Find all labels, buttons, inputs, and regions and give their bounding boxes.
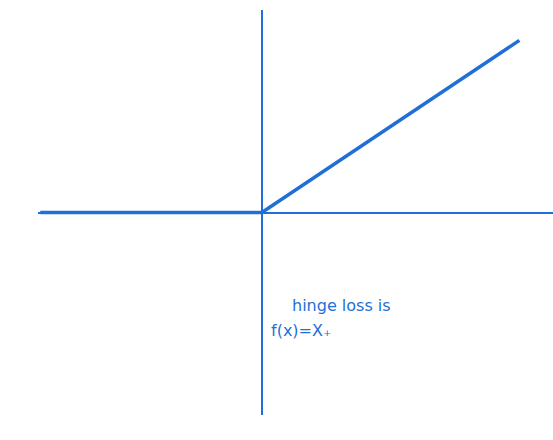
svg-text:f(x)=X₊: f(x)=X₊ [271,321,331,340]
svg-text:hinge loss is: hinge loss is [292,296,391,315]
